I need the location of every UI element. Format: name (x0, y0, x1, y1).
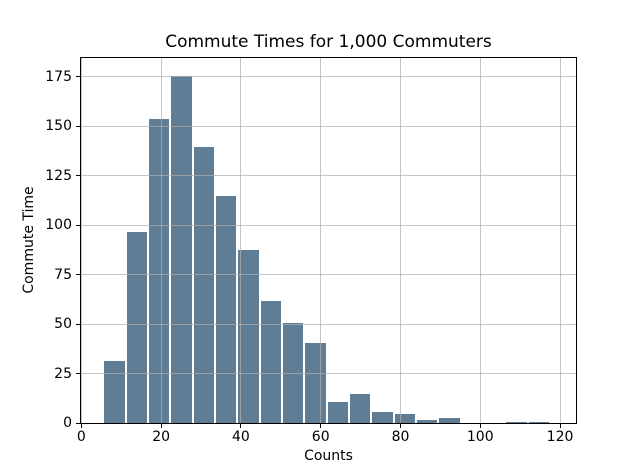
y-tick-label: 100 (45, 217, 72, 234)
horizontal-gridline (81, 76, 576, 78)
histogram-bar (125, 231, 148, 423)
y-tick-mark (76, 76, 80, 78)
y-tick-mark (76, 373, 80, 374)
histogram-bar (416, 419, 439, 423)
y-tick-label: 50 (54, 316, 72, 333)
histogram-bar (527, 421, 551, 423)
y-axis-label: Commute Time (21, 186, 37, 294)
horizontal-gridline (81, 175, 576, 177)
x-tick-label: 0 (76, 429, 86, 445)
plot-inner (81, 58, 576, 423)
x-tick-label: 40 (232, 429, 250, 445)
histogram-bar (304, 341, 327, 423)
histogram-bar (349, 393, 372, 423)
horizontal-gridline (81, 422, 576, 423)
histogram-bar (215, 195, 238, 423)
x-axis-label: Counts (304, 448, 353, 464)
x-tick-mark (399, 424, 401, 428)
histogram-bar (282, 322, 305, 423)
x-tick-mark (240, 424, 242, 428)
x-tick-label: 80 (391, 429, 410, 445)
y-tick-mark (76, 125, 80, 127)
x-tick-mark (160, 424, 162, 428)
histogram-bar (505, 421, 528, 423)
histogram-bar (371, 411, 394, 423)
chart-title: Commute Times for 1,000 Commuters (165, 32, 492, 52)
y-tick-mark (76, 175, 80, 177)
plot-area (80, 57, 577, 424)
y-tick-label: 175 (45, 68, 72, 85)
x-tick-mark (479, 424, 481, 428)
x-tick-mark (559, 424, 561, 428)
y-tick-mark (76, 323, 80, 325)
y-tick-mark (76, 274, 80, 276)
x-tick-label: 120 (546, 429, 574, 445)
x-tick-mark (320, 424, 322, 428)
horizontal-gridline (81, 224, 576, 226)
histogram-bar (438, 417, 461, 423)
horizontal-gridline (81, 125, 576, 127)
x-tick-label: 100 (466, 429, 494, 445)
y-tick-mark (76, 224, 80, 226)
vertical-gridline (479, 58, 481, 423)
horizontal-gridline (81, 373, 576, 374)
vertical-gridline (559, 58, 561, 423)
horizontal-gridline (81, 274, 576, 276)
histogram-bar (326, 401, 350, 423)
vertical-gridline (240, 58, 242, 423)
histogram-bar (237, 248, 260, 423)
y-tick-label: 125 (45, 167, 72, 184)
y-tick-mark (76, 422, 80, 424)
histogram-bar (148, 118, 171, 423)
y-tick-label: 75 (54, 266, 72, 283)
y-tick-label: 150 (45, 118, 72, 135)
histogram-bar (393, 413, 417, 423)
horizontal-gridline (81, 323, 576, 325)
vertical-gridline (160, 58, 162, 423)
histogram-bar (170, 74, 193, 423)
histogram-bar (192, 145, 215, 423)
x-tick-label: 20 (152, 429, 171, 445)
y-tick-label: 0 (63, 415, 72, 431)
vertical-gridline (320, 58, 322, 423)
y-tick-label: 25 (54, 365, 72, 382)
vertical-gridline (81, 58, 82, 423)
vertical-gridline (399, 58, 401, 423)
x-tick-label: 60 (311, 429, 330, 445)
histogram-bar (103, 359, 126, 423)
histogram-bar (259, 300, 283, 423)
x-tick-mark (80, 424, 82, 428)
